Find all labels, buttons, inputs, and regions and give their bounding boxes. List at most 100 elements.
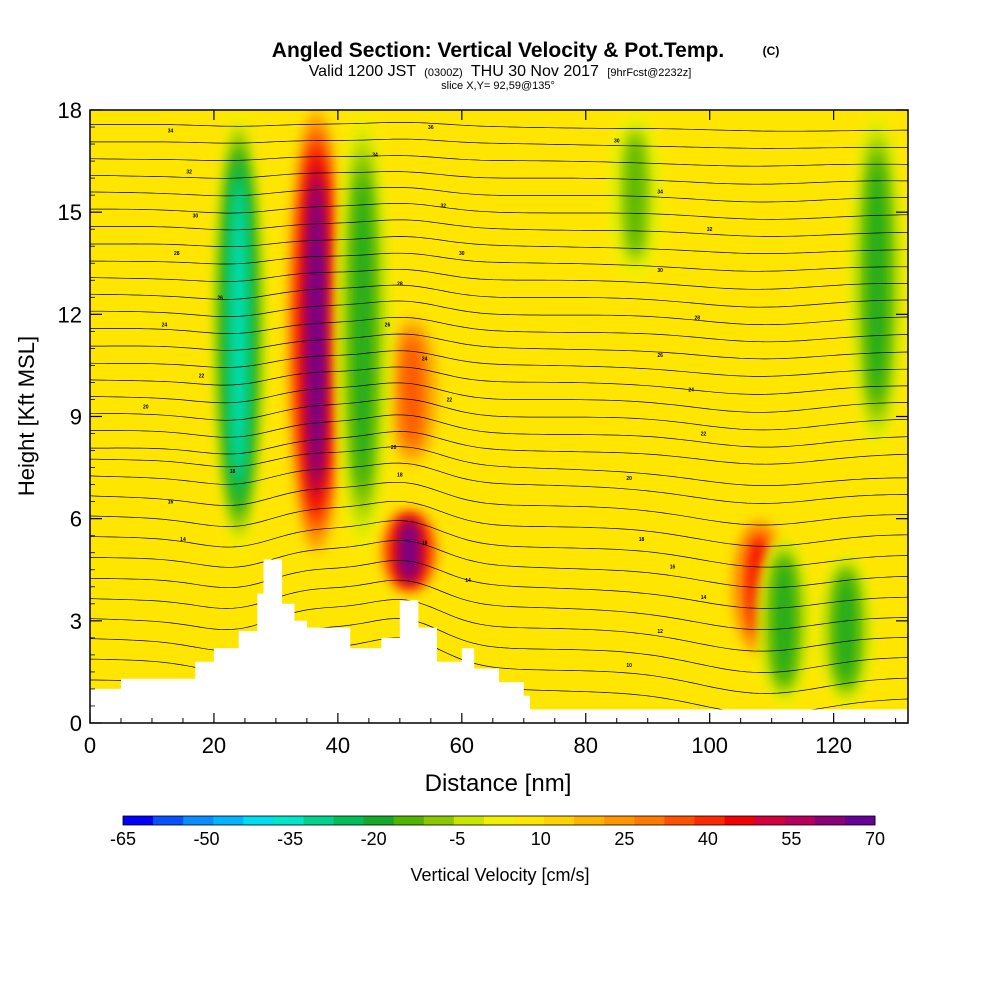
subtitle-forecast: [9hrFcst@2232z] <box>607 67 691 79</box>
velocity-plume-9-level-4 <box>627 137 644 254</box>
isentrope-line <box>90 446 908 486</box>
isentrope-label: 20 <box>626 476 632 482</box>
isentrope-label: 28 <box>174 251 180 257</box>
isentrope-label: 34 <box>168 128 174 134</box>
isentrope-line <box>90 187 908 203</box>
isentrope-label: 18 <box>230 469 236 475</box>
colorbar-frame <box>122 815 876 826</box>
isentrope-label: 12 <box>657 629 663 635</box>
isentrope-line <box>90 155 908 167</box>
isentrope-label: 16 <box>670 564 676 570</box>
isentrope-label: 32 <box>440 203 446 209</box>
x-tick-label: 80 <box>574 733 598 758</box>
isentrope-label: 30 <box>614 139 620 145</box>
colorbar-tick-label: 25 <box>614 829 634 849</box>
isentrope-line <box>90 599 908 652</box>
y-tick-label: 18 <box>58 98 82 123</box>
colorbar-swatch <box>303 816 335 825</box>
colorbar-swatch <box>754 816 786 825</box>
colorbar-swatch <box>273 816 304 825</box>
isentrope-label: 30 <box>193 214 199 220</box>
colorbar-swatch <box>153 816 184 825</box>
colorbar-swatch <box>423 816 455 825</box>
colorbar-tick-label: -65 <box>110 829 136 849</box>
subtitle-date: THU 30 Nov 2017 <box>471 63 599 80</box>
velocity-plume-4-level-4 <box>230 180 247 482</box>
isentrope-label: 26 <box>657 353 663 359</box>
colorbar-swatch <box>333 816 365 825</box>
isentrope-line <box>90 171 908 185</box>
isentrope-label: 16 <box>422 541 428 547</box>
isentrope-label: 34 <box>657 190 663 196</box>
colorbar-tick-label: -50 <box>194 829 220 849</box>
velocity-plume-6-level-4 <box>776 562 793 679</box>
isentrope-line <box>90 219 908 237</box>
isentrope-line <box>90 316 908 343</box>
isentrope-label: 14 <box>180 537 186 543</box>
colorbar-label: Vertical Velocity [cm/s] <box>410 865 589 885</box>
colorbar-swatch <box>544 816 575 825</box>
velocity-plume-0-level-4 <box>308 180 325 482</box>
colorbar-tick-label: -35 <box>277 829 303 849</box>
x-tick-label: 100 <box>691 733 728 758</box>
colorbar-tick-label: 70 <box>865 829 885 849</box>
isentrope-label: 22 <box>701 432 707 438</box>
colorbar-swatch <box>363 816 395 825</box>
y-tick-label: 9 <box>70 405 82 430</box>
isentrope-line <box>90 350 908 377</box>
isentrope-line <box>90 431 908 465</box>
isentrope-label: 24 <box>688 387 694 393</box>
colorbar-swatch <box>664 816 696 825</box>
x-axis-label: Distance [nm] <box>425 770 572 797</box>
isentrope-line <box>90 414 908 448</box>
isentrope-line <box>90 121 908 132</box>
isentrope-line <box>90 382 908 413</box>
isentrope-label: 30 <box>657 268 663 274</box>
velocity-plume-1-level-4 <box>401 522 418 580</box>
y-tick-label: 3 <box>70 609 82 634</box>
isentrope-line <box>90 398 908 431</box>
colorbar-swatch <box>123 816 154 825</box>
isentrope-label: 16 <box>168 500 174 506</box>
isentrope-label: 14 <box>701 595 707 601</box>
isentrope-label: 32 <box>186 169 192 175</box>
isentrope-line <box>90 366 908 395</box>
velocity-plume-2-level-4 <box>404 338 421 444</box>
colorbar-tick-label: -5 <box>449 829 465 849</box>
isentrope-line <box>90 236 908 254</box>
isentrope-label: 28 <box>397 282 403 288</box>
chart-title: Angled Section: Vertical Velocity & Pot.… <box>272 39 724 62</box>
y-tick-label: 0 <box>70 711 82 736</box>
x-tick-label: 40 <box>326 733 350 758</box>
colorbar-swatch <box>393 816 425 825</box>
chart-slice-label: slice X,Y= 92,59@135° <box>441 80 555 92</box>
subtitle-valid: Valid 1200 JST <box>309 63 417 80</box>
colorbar-swatch <box>634 816 665 825</box>
subtitle-zulu: (0300Z) <box>424 67 463 79</box>
isentrope-label: 26 <box>385 323 391 329</box>
velocity-plume-7-level-4 <box>838 577 855 682</box>
isentrope-label: 24 <box>422 357 428 363</box>
isentrope-label: 32 <box>707 227 713 233</box>
plot-area: 34 32 30 28 26 24 22 20 18 16 14 36 34 32 30 28 26 24 22 20… <box>90 110 908 723</box>
isentrope-label: 24 <box>162 323 168 329</box>
y-tick-label: 6 <box>70 507 82 532</box>
x-tick-label: 0 <box>84 733 96 758</box>
colorbar-swatch <box>243 816 274 825</box>
x-tick-label: 60 <box>450 733 474 758</box>
isentrope-line <box>90 579 908 630</box>
chart-subtitle: Valid 1200 JST (0300Z) THU 30 Nov 2017 [… <box>309 63 692 80</box>
colorbar-tick-label: 40 <box>698 829 718 849</box>
terrain-mask <box>90 559 908 723</box>
isentrope-label: 26 <box>217 295 223 301</box>
isentrope-line <box>90 268 908 290</box>
isentrope-line <box>90 252 908 272</box>
colorbar-swatch <box>574 816 605 825</box>
colorbar-swatch <box>844 816 876 825</box>
colorbar: -65 -50 -35 -20 -5 10 25 40 55 70 <box>110 815 885 849</box>
isentrope-line <box>90 481 908 526</box>
y-axis-label: Height [Kft MSL] <box>14 336 39 496</box>
isentrope-label: 36 <box>428 125 434 131</box>
colorbar-tick-label: 55 <box>781 829 801 849</box>
